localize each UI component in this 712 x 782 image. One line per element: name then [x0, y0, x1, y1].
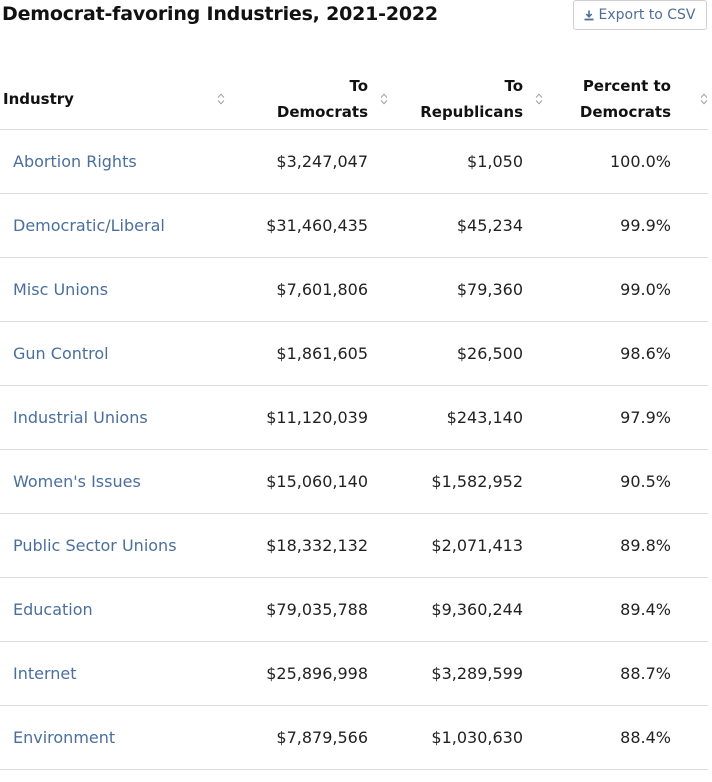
to-republicans-cell: $1,582,952 — [390, 449, 545, 514]
industry-link[interactable]: Industrial Unions — [0, 385, 235, 450]
to-republicans-cell: $9,360,244 — [390, 577, 545, 642]
percent-cell: 99.9% — [545, 193, 708, 258]
table-row: Women's Issues $15,060,140 $1,582,952 90… — [0, 449, 708, 514]
column-header-percent-to-democrats[interactable]: Percent to Democrats — [545, 69, 708, 130]
table-row: Education $79,035,788 $9,360,244 89.4% — [0, 577, 708, 642]
to-republicans-cell: $1,030,630 — [390, 705, 545, 770]
to-democrats-cell: $18,332,132 — [235, 513, 390, 578]
industry-link[interactable]: Environment — [0, 705, 235, 770]
column-header-percent-line1: Percent to — [582, 77, 671, 95]
export-csv-button[interactable]: Export to CSV — [573, 0, 707, 30]
to-republicans-cell: $45,234 — [390, 193, 545, 258]
table-row: Abortion Rights $3,247,047 $1,050 100.0% — [0, 129, 708, 194]
column-header-industry-label: Industry — [3, 90, 74, 108]
column-header-to-democrats-line2: Democrats — [276, 103, 368, 121]
sort-icon — [700, 93, 708, 105]
table-row: Misc Unions $7,601,806 $79,360 99.0% — [0, 257, 708, 322]
percent-cell: 88.7% — [545, 641, 708, 706]
to-republicans-cell: $243,140 — [390, 385, 545, 450]
table-row: Industrial Unions $11,120,039 $243,140 9… — [0, 385, 708, 450]
sort-icon — [380, 93, 388, 105]
export-csv-label: Export to CSV — [598, 7, 696, 23]
to-democrats-cell: $7,601,806 — [235, 257, 390, 322]
page-title: Democrat-favoring Industries, 2021-2022 — [2, 3, 438, 25]
download-icon — [584, 10, 594, 21]
industry-link[interactable]: Gun Control — [0, 321, 235, 386]
column-header-to-democrats[interactable]: To Democrats — [235, 69, 390, 130]
percent-cell: 97.9% — [545, 385, 708, 450]
percent-cell: 90.5% — [545, 449, 708, 514]
industry-link[interactable]: Public Sector Unions — [0, 513, 235, 578]
industries-table: Industry To Democrats To Republicans Per… — [0, 69, 708, 770]
industry-link[interactable]: Education — [0, 577, 235, 642]
to-democrats-cell: $3,247,047 — [235, 129, 390, 194]
percent-cell: 99.0% — [545, 257, 708, 322]
table-row: Public Sector Unions $18,332,132 $2,071,… — [0, 513, 708, 578]
column-header-to-democrats-line1: To — [349, 77, 368, 95]
column-header-to-republicans-line2: Republicans — [420, 103, 523, 121]
to-republicans-cell: $2,071,413 — [390, 513, 545, 578]
industry-link[interactable]: Democratic/Liberal — [0, 193, 235, 258]
to-republicans-cell: $3,289,599 — [390, 641, 545, 706]
industry-link[interactable]: Internet — [0, 641, 235, 706]
table-row: Environment $7,879,566 $1,030,630 88.4% — [0, 705, 708, 770]
to-democrats-cell: $1,861,605 — [235, 321, 390, 386]
table-header-row: Industry To Democrats To Republicans Per… — [0, 69, 708, 130]
sort-icon — [217, 93, 225, 105]
to-democrats-cell: $15,060,140 — [235, 449, 390, 514]
sort-icon — [535, 93, 543, 105]
percent-cell: 98.6% — [545, 321, 708, 386]
to-republicans-cell: $1,050 — [390, 129, 545, 194]
to-democrats-cell: $7,879,566 — [235, 705, 390, 770]
table-row: Internet $25,896,998 $3,289,599 88.7% — [0, 641, 708, 706]
to-republicans-cell: $26,500 — [390, 321, 545, 386]
percent-cell: 89.4% — [545, 577, 708, 642]
industry-link[interactable]: Misc Unions — [0, 257, 235, 322]
industry-link[interactable]: Women's Issues — [0, 449, 235, 514]
column-header-percent-line2: Democrats — [579, 103, 671, 121]
percent-cell: 88.4% — [545, 705, 708, 770]
to-republicans-cell: $79,360 — [390, 257, 545, 322]
column-header-to-republicans[interactable]: To Republicans — [390, 69, 545, 130]
table-row: Democratic/Liberal $31,460,435 $45,234 9… — [0, 193, 708, 258]
to-democrats-cell: $31,460,435 — [235, 193, 390, 258]
to-democrats-cell: $25,896,998 — [235, 641, 390, 706]
percent-cell: 100.0% — [545, 129, 708, 194]
percent-cell: 89.8% — [545, 513, 708, 578]
column-header-to-republicans-line1: To — [504, 77, 523, 95]
to-democrats-cell: $79,035,788 — [235, 577, 390, 642]
to-democrats-cell: $11,120,039 — [235, 385, 390, 450]
industry-link[interactable]: Abortion Rights — [0, 129, 235, 194]
table-row: Gun Control $1,861,605 $26,500 98.6% — [0, 321, 708, 386]
column-header-industry[interactable]: Industry — [0, 69, 235, 130]
